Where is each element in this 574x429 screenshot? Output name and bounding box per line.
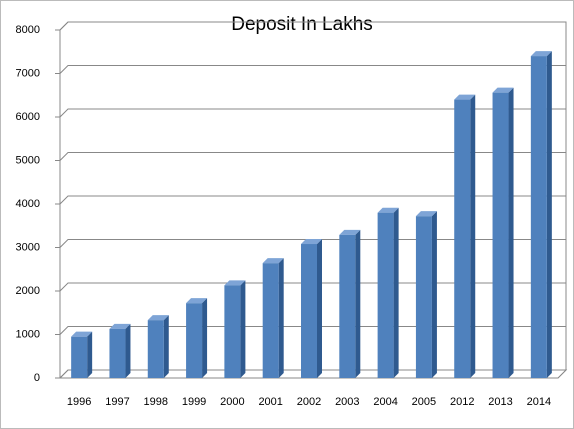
bar-top xyxy=(301,239,322,245)
bar-side xyxy=(163,315,169,378)
bar xyxy=(339,234,356,378)
grid-line xyxy=(59,282,566,292)
y-tick-label: 3000 xyxy=(16,241,40,253)
bar xyxy=(530,56,547,378)
x-tick-label: 2001 xyxy=(258,396,282,408)
grid-line xyxy=(59,195,566,205)
bar-side xyxy=(87,331,93,378)
bar-side xyxy=(470,94,476,378)
x-tick-label: 2013 xyxy=(488,396,512,408)
bar-top xyxy=(454,94,476,100)
bar-top xyxy=(109,323,131,329)
bar-top xyxy=(339,229,361,235)
grid-line xyxy=(59,152,566,161)
x-tick-label: 1999 xyxy=(182,396,206,408)
grid-line xyxy=(59,21,566,31)
bar xyxy=(262,263,279,378)
grid-line xyxy=(59,369,566,379)
x-tick-label: 2003 xyxy=(335,396,359,408)
bar-top xyxy=(186,298,208,304)
bar-side xyxy=(317,239,322,378)
bar-side xyxy=(125,323,131,378)
y-tick-label: 8000 xyxy=(16,24,40,36)
bar-side xyxy=(355,229,361,378)
bar xyxy=(224,285,241,378)
bar-top xyxy=(415,211,437,217)
bar-top xyxy=(530,51,552,57)
bar-side xyxy=(278,258,284,378)
x-tick-label: 1997 xyxy=(105,396,129,408)
bar xyxy=(377,212,394,378)
bar-side xyxy=(546,51,552,378)
y-tick-label: 5000 xyxy=(16,154,40,166)
bar xyxy=(454,99,471,378)
x-tick-label: 2004 xyxy=(373,396,397,408)
bar-top xyxy=(71,331,93,337)
y-tick-label: 1000 xyxy=(16,328,40,340)
bar xyxy=(186,303,203,378)
y-tick-label: 0 xyxy=(34,372,40,384)
y-tick-label: 4000 xyxy=(16,198,40,210)
bar-top xyxy=(262,258,284,264)
x-tick-label: 2005 xyxy=(412,396,436,408)
bar xyxy=(71,336,88,378)
x-tick-label: 2000 xyxy=(220,396,244,408)
grid-line xyxy=(59,65,566,74)
bar xyxy=(301,244,317,378)
bar-top xyxy=(377,207,399,213)
grid-line xyxy=(59,108,566,118)
bar-side xyxy=(240,280,246,378)
y-tick-label: 6000 xyxy=(16,111,40,123)
x-tick-label: 2002 xyxy=(297,396,321,408)
chart-title: Deposit In Lakhs xyxy=(231,14,373,35)
bar-side xyxy=(431,211,437,378)
y-tick-label: 7000 xyxy=(16,67,40,79)
x-tick-label: 1998 xyxy=(144,396,168,408)
bar-side xyxy=(202,298,208,378)
x-tick-label: 1996 xyxy=(67,396,91,408)
bar xyxy=(415,216,432,378)
grid-line xyxy=(59,326,566,335)
bar xyxy=(492,92,509,378)
bar-top xyxy=(224,280,246,286)
bar-side xyxy=(508,87,514,378)
bar xyxy=(109,328,126,378)
x-tick-label: 2012 xyxy=(450,396,474,408)
bar-side xyxy=(393,207,399,378)
x-tick-label: 2014 xyxy=(527,396,551,408)
bar-top xyxy=(492,87,514,93)
bar xyxy=(147,320,164,378)
y-tick-label: 2000 xyxy=(16,285,40,297)
bar-top xyxy=(147,315,169,321)
grid-line xyxy=(59,239,566,248)
